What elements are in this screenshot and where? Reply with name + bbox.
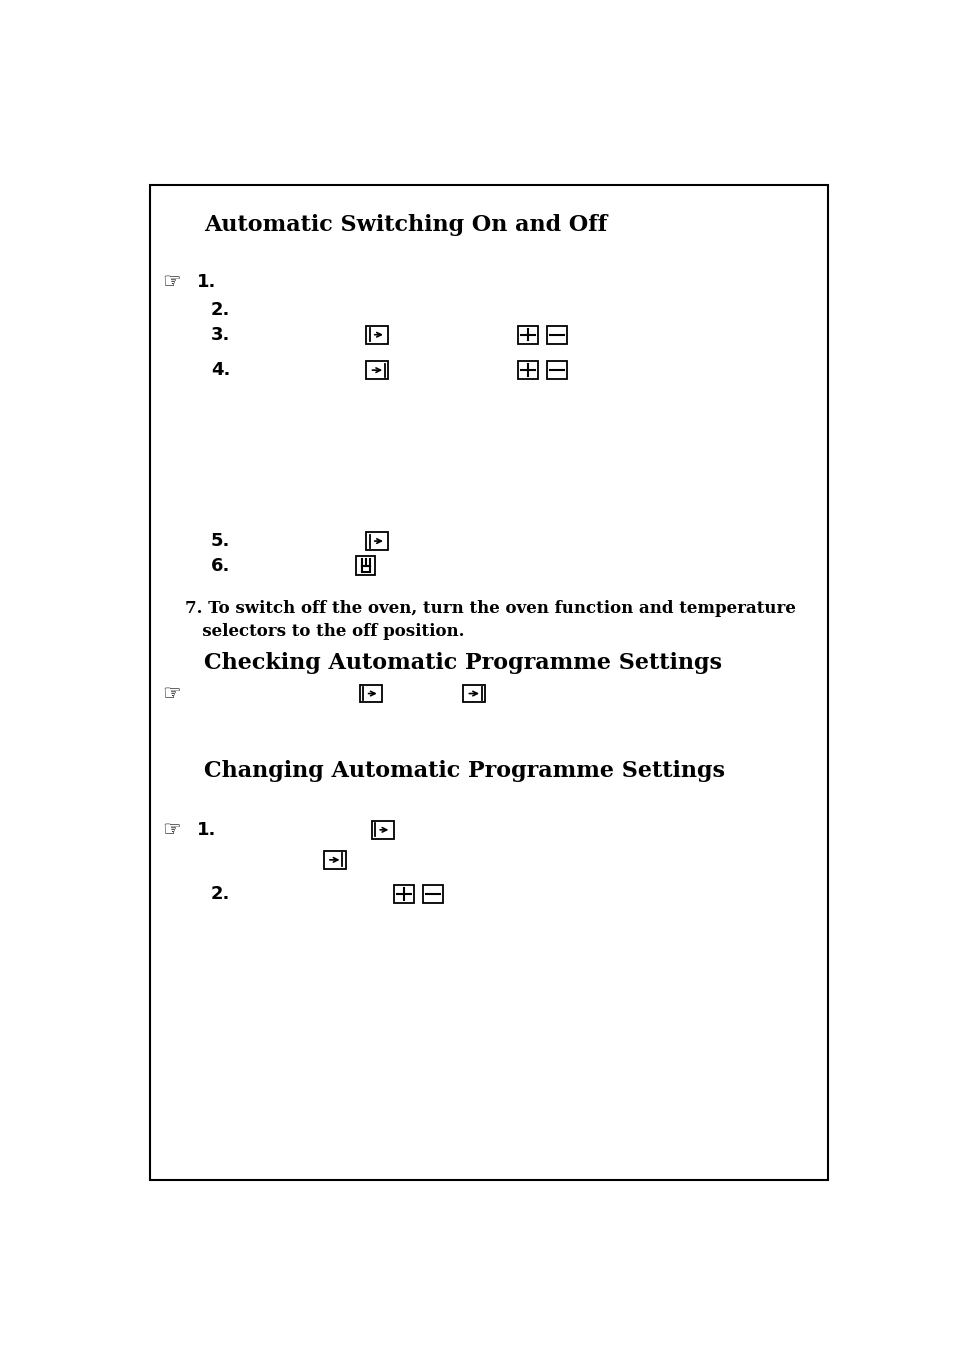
FancyBboxPatch shape (422, 886, 443, 903)
FancyBboxPatch shape (517, 326, 537, 343)
FancyBboxPatch shape (323, 850, 345, 869)
Text: Automatic Switching On and Off: Automatic Switching On and Off (204, 215, 607, 237)
Text: ☞: ☞ (162, 272, 181, 292)
FancyBboxPatch shape (394, 886, 414, 903)
Text: ☞: ☞ (162, 819, 181, 840)
FancyBboxPatch shape (366, 326, 388, 343)
Text: selectors to the off position.: selectors to the off position. (185, 623, 464, 641)
Text: Checking Automatic Programme Settings: Checking Automatic Programme Settings (204, 652, 721, 673)
FancyBboxPatch shape (546, 326, 567, 343)
Text: 2.: 2. (211, 301, 230, 319)
FancyBboxPatch shape (366, 361, 388, 379)
FancyBboxPatch shape (355, 556, 375, 576)
Text: 1.: 1. (196, 273, 216, 291)
FancyBboxPatch shape (517, 361, 537, 379)
FancyBboxPatch shape (463, 684, 484, 703)
Text: Changing Automatic Programme Settings: Changing Automatic Programme Settings (204, 760, 724, 781)
Text: 4.: 4. (211, 361, 230, 379)
Text: 5.: 5. (211, 533, 230, 550)
Text: ☞: ☞ (162, 684, 181, 703)
Text: 6.: 6. (211, 557, 230, 575)
Text: 2.: 2. (211, 884, 230, 903)
FancyBboxPatch shape (366, 533, 388, 550)
Text: 7. To switch off the oven, turn the oven function and temperature: 7. To switch off the oven, turn the oven… (185, 600, 795, 618)
FancyBboxPatch shape (546, 361, 567, 379)
Text: 3.: 3. (211, 326, 230, 343)
Text: 1.: 1. (196, 821, 216, 838)
FancyBboxPatch shape (360, 684, 381, 703)
FancyBboxPatch shape (372, 821, 394, 838)
